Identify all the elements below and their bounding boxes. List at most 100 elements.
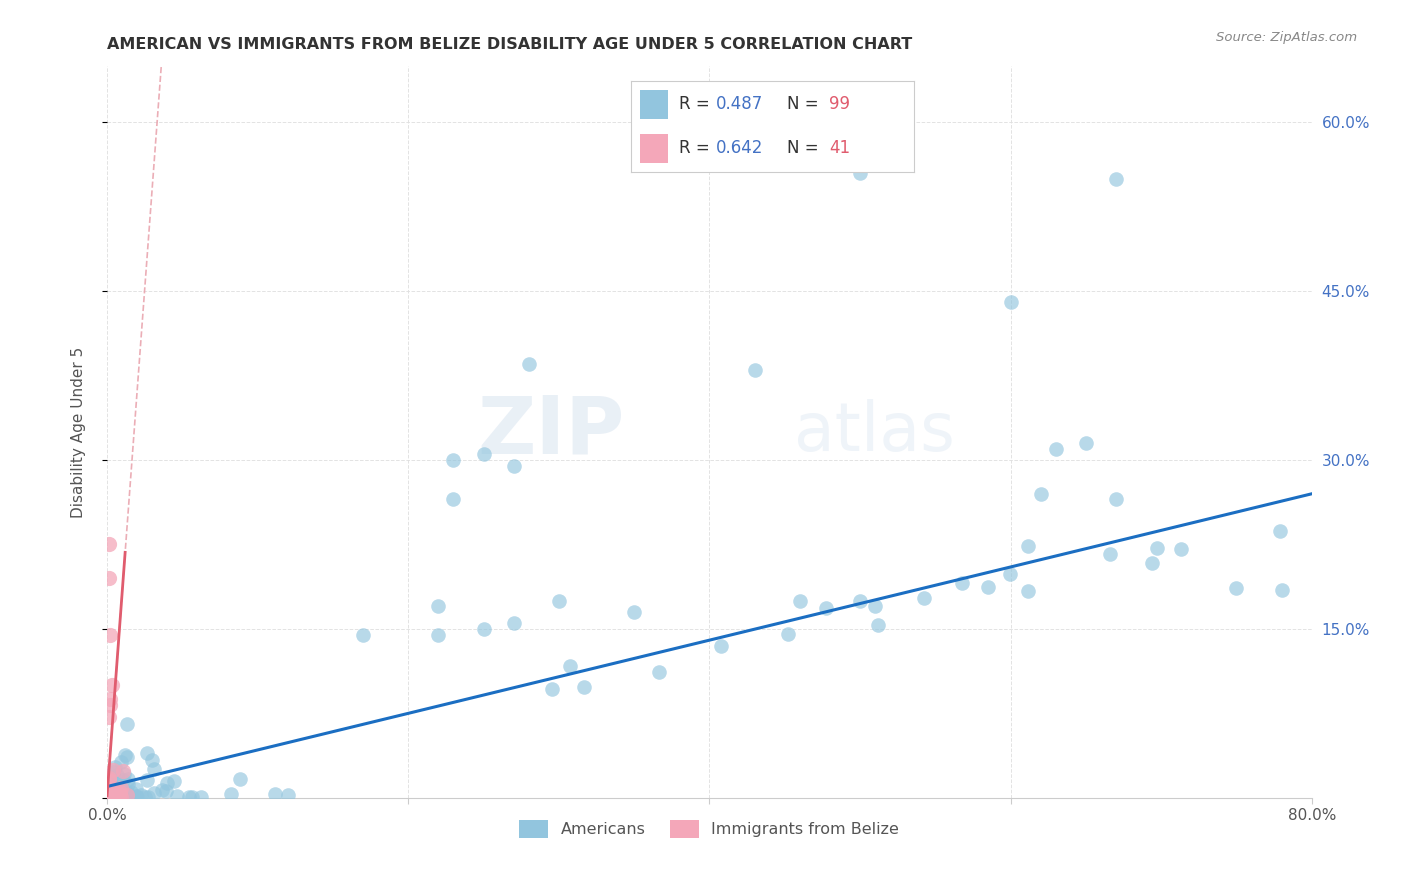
- Point: [110, 789, 132, 804]
- Point: [110, 785, 132, 799]
- Point: [122, 789, 145, 804]
- Point: [143, 786, 166, 800]
- Point: [502, 458, 524, 473]
- Point: [100, 789, 122, 803]
- Point: [1268, 524, 1291, 538]
- Point: [789, 594, 811, 608]
- Point: [541, 681, 564, 696]
- Point: [104, 785, 127, 799]
- Point: [815, 601, 838, 615]
- Point: [998, 566, 1021, 581]
- Point: [1140, 556, 1163, 570]
- Point: [100, 782, 122, 797]
- Point: [100, 788, 122, 802]
- Point: [101, 782, 124, 797]
- Point: [1105, 492, 1128, 507]
- Point: [98, 698, 121, 713]
- Point: [114, 789, 136, 803]
- Point: [101, 763, 124, 777]
- Point: [849, 594, 872, 608]
- Point: [97, 789, 120, 803]
- Point: [950, 576, 973, 591]
- Point: [427, 627, 450, 641]
- Point: [163, 773, 186, 788]
- Point: [97, 789, 120, 804]
- Point: [110, 781, 132, 796]
- Point: [100, 785, 122, 799]
- Point: [104, 760, 127, 774]
- Point: [1017, 583, 1039, 598]
- Point: [110, 789, 132, 804]
- Point: [517, 357, 540, 371]
- Point: [868, 617, 890, 632]
- Point: [100, 678, 122, 692]
- Point: [98, 789, 121, 803]
- Point: [97, 789, 120, 803]
- Point: [125, 781, 148, 796]
- Point: [110, 781, 132, 796]
- Point: [97, 788, 120, 802]
- Point: [441, 453, 464, 467]
- Y-axis label: Disability Age Under 5: Disability Age Under 5: [72, 346, 86, 517]
- Point: [98, 781, 121, 796]
- Point: [179, 789, 201, 804]
- Point: [1225, 582, 1247, 596]
- Legend: Americans, Immigrants from Belize: Americans, Immigrants from Belize: [513, 814, 905, 845]
- Point: [1146, 541, 1168, 555]
- Point: [502, 616, 524, 631]
- Point: [647, 665, 669, 679]
- Point: [1170, 541, 1192, 556]
- Point: [101, 788, 124, 802]
- Point: [863, 599, 886, 614]
- Point: [97, 789, 120, 803]
- Point: [547, 594, 569, 608]
- Point: [472, 622, 495, 636]
- Point: [97, 787, 120, 801]
- Point: [97, 789, 120, 804]
- Point: [136, 789, 159, 804]
- Point: [98, 789, 121, 804]
- Point: [135, 772, 157, 787]
- Point: [710, 639, 733, 653]
- Point: [219, 787, 242, 801]
- Point: [108, 789, 131, 803]
- Point: [115, 785, 138, 799]
- Point: [100, 780, 122, 794]
- Point: [778, 627, 800, 641]
- Point: [98, 780, 121, 794]
- Point: [105, 768, 128, 782]
- Point: [141, 753, 163, 767]
- Point: [114, 747, 136, 762]
- Point: [101, 789, 124, 804]
- Point: [558, 659, 581, 673]
- Point: [101, 765, 124, 780]
- Point: [120, 789, 142, 804]
- Point: [117, 750, 139, 764]
- Point: [101, 777, 124, 791]
- Point: [97, 785, 120, 799]
- Point: [97, 788, 120, 802]
- Text: Source: ZipAtlas.com: Source: ZipAtlas.com: [1216, 31, 1357, 45]
- Point: [107, 783, 129, 797]
- Point: [1074, 436, 1097, 450]
- Point: [110, 756, 132, 770]
- Point: [134, 789, 156, 804]
- Point: [117, 716, 139, 731]
- Point: [115, 788, 138, 802]
- Point: [1029, 487, 1052, 501]
- Point: [97, 773, 120, 788]
- Point: [97, 710, 120, 724]
- Point: [120, 784, 142, 798]
- Point: [117, 777, 139, 791]
- Point: [97, 780, 120, 794]
- Point: [912, 591, 935, 605]
- Point: [108, 787, 131, 801]
- Text: atlas: atlas: [794, 399, 955, 465]
- Point: [98, 785, 121, 799]
- Point: [105, 776, 128, 790]
- Point: [111, 773, 134, 788]
- Point: [150, 783, 173, 797]
- Point: [849, 166, 872, 180]
- Point: [156, 776, 179, 790]
- Point: [352, 627, 374, 641]
